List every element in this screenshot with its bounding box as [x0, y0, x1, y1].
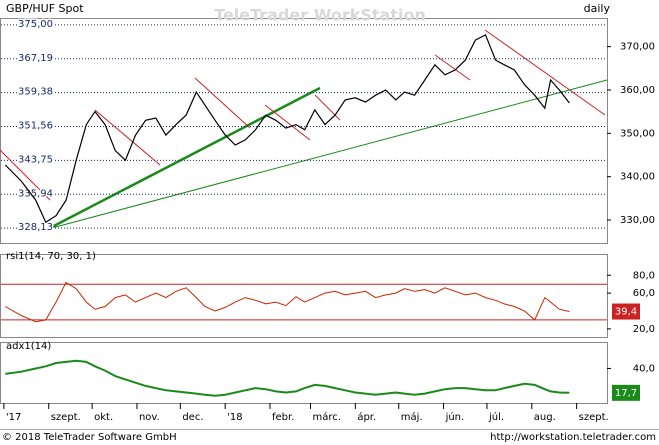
x-tick-label: júl.	[488, 411, 504, 423]
level-label: 367,19	[18, 53, 53, 64]
trend-line	[94, 109, 161, 166]
y-tick-label: 330,00	[620, 215, 655, 226]
x-tick-label: okt.	[94, 412, 113, 423]
adx-panel	[0, 342, 608, 404]
y-tick-label: 340,00	[620, 172, 655, 183]
trend-line	[194, 77, 251, 129]
period: daily	[584, 2, 611, 15]
trend-line	[314, 94, 341, 121]
trend-line	[264, 104, 311, 141]
rsi-title: rsi1(14, 70, 30, 1)	[6, 251, 96, 262]
current-value-label: 39,4	[615, 307, 637, 318]
price-panel	[0, 18, 608, 244]
x-tick-label: '17	[6, 412, 21, 423]
x-tick-label: márc.	[313, 411, 341, 423]
rsi-panel	[0, 254, 608, 338]
x-tick-label: aug.	[534, 412, 556, 423]
trend-line	[484, 29, 606, 116]
current-value-label: 17,7	[615, 388, 637, 399]
y-tick-label: 80,0	[633, 270, 655, 281]
copyright: © 2018 TeleTrader Software GmbH	[2, 432, 177, 443]
url: http://workstation.teletrader.com	[490, 432, 656, 443]
level-label: 328,13	[18, 222, 53, 233]
series-line	[4, 34, 570, 224]
x-tick-label: '18	[227, 412, 242, 423]
y-tick-label: 20,0	[633, 324, 655, 335]
trend-lines	[0, 29, 608, 231]
current-value-box	[612, 384, 640, 401]
y-tick-label: 350,00	[620, 128, 655, 139]
level-label: 335,94	[18, 188, 53, 199]
level-label: 351,56	[18, 121, 53, 132]
level-label: 359,38	[18, 87, 53, 98]
trend-line	[47, 79, 608, 230]
level-label: 343,75	[18, 154, 53, 165]
level-label: 375,00	[18, 19, 53, 30]
current-value-box	[612, 303, 640, 320]
trend-line	[47, 86, 321, 231]
y-tick-label: 40,0	[633, 363, 655, 374]
x-tick-label: szept.	[579, 412, 609, 423]
series-line	[5, 281, 570, 323]
x-tick-label: febr.	[272, 412, 294, 423]
x-tick-label: ápr.	[357, 411, 376, 423]
watermark: TeleTrader WorkStation	[214, 6, 426, 25]
symbol: GBP/HUF Spot	[6, 2, 84, 15]
y-tick-label: 360,00	[620, 85, 655, 96]
trend-line	[434, 54, 471, 81]
x-tick-label: máj.	[401, 411, 423, 423]
x-tick-label: jún.	[445, 411, 465, 423]
y-tick-label: 60,0	[633, 288, 655, 299]
x-tick-label: szept.	[51, 412, 81, 423]
adx-title: adx1(14)	[6, 341, 51, 352]
x-tick-label: nov.	[139, 412, 160, 423]
y-tick-label: 370,00	[620, 42, 655, 53]
series-line	[5, 359, 570, 397]
x-tick-label: dec.	[182, 412, 203, 423]
trend-line	[0, 149, 51, 201]
